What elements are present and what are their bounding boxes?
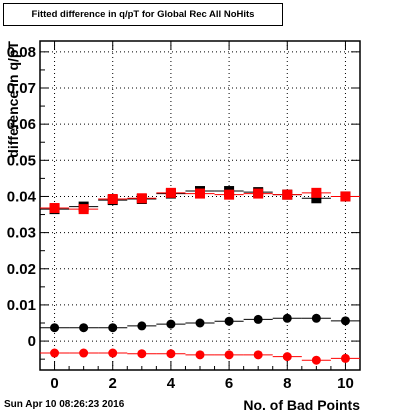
y-tick-label: 0.08 — [7, 44, 36, 61]
data-point-square — [195, 188, 205, 199]
y-tick-label: 0.01 — [7, 297, 36, 314]
data-point-circle — [195, 350, 205, 360]
data-point-circle — [137, 321, 147, 331]
data-point-square — [165, 187, 176, 198]
data-point-circle — [195, 318, 205, 328]
x-tick-label: 6 — [225, 375, 233, 392]
series-3 — [40, 187, 360, 215]
data-point-circle — [79, 348, 89, 358]
data-point-circle — [311, 313, 321, 323]
data-point-circle — [79, 323, 89, 333]
data-point-circle — [340, 316, 350, 326]
data-point-square — [136, 193, 147, 204]
data-point-circle — [311, 355, 321, 365]
chart-title-box: Fitted difference in q/pT for Global Rec… — [3, 3, 283, 26]
chart-title: Fitted difference in q/pT for Global Rec… — [31, 9, 255, 20]
x-axis-label: No. of Bad Points — [243, 397, 360, 413]
y-tick-label: 0.07 — [7, 80, 36, 97]
data-point-circle — [166, 319, 176, 329]
data-point-circle — [282, 352, 292, 362]
data-point-circle — [137, 349, 147, 359]
data-point-square — [224, 189, 235, 200]
y-tick-label: 0.05 — [7, 152, 36, 169]
y-tick-label: 0.03 — [7, 225, 36, 242]
y-tick-label: 0.04 — [7, 188, 37, 205]
data-point-circle — [282, 313, 292, 323]
data-point-circle — [50, 323, 60, 333]
data-point-square — [311, 193, 322, 204]
x-tick-label: 2 — [109, 375, 117, 392]
data-point-circle — [224, 350, 234, 360]
x-tick-label: 0 — [50, 375, 58, 392]
y-tick-label: 0.02 — [7, 261, 36, 278]
data-point-circle — [50, 348, 60, 358]
timestamp-footer: Sun Apr 10 08:26:23 2016 — [4, 399, 125, 410]
data-point-square — [78, 204, 89, 215]
y-tick-label: 0.06 — [7, 116, 36, 133]
data-point-circle — [224, 316, 234, 326]
y-tick-label: 0 — [28, 333, 36, 350]
data-point-square — [49, 203, 60, 214]
series-0 — [40, 313, 360, 333]
series-1 — [40, 348, 360, 365]
data-point-square — [253, 188, 264, 199]
data-point-circle — [108, 348, 118, 358]
data-point-square — [107, 193, 118, 204]
y-axis-label: difference in q/pT — [5, 41, 21, 158]
grid-lines — [40, 41, 360, 370]
x-tick-label: 4 — [167, 375, 176, 392]
data-point-circle — [166, 349, 176, 359]
x-tick-label: 8 — [283, 375, 291, 392]
data-point-square — [340, 191, 351, 202]
x-tick-label: 10 — [337, 375, 354, 392]
data-point-circle — [108, 323, 118, 333]
axis-ticks — [39, 41, 361, 370]
data-point-square — [311, 187, 322, 198]
data-point-circle — [340, 353, 350, 363]
data-point-square — [282, 189, 293, 200]
tick-labels: 0 2 4 6 8 10 0 0.01 0.02 0.03 0.04 0.05 0.06 0.07 0.08 — [7, 44, 354, 392]
data-point-circle — [253, 314, 263, 324]
data-point-circle — [253, 350, 263, 360]
data-series — [40, 186, 360, 365]
